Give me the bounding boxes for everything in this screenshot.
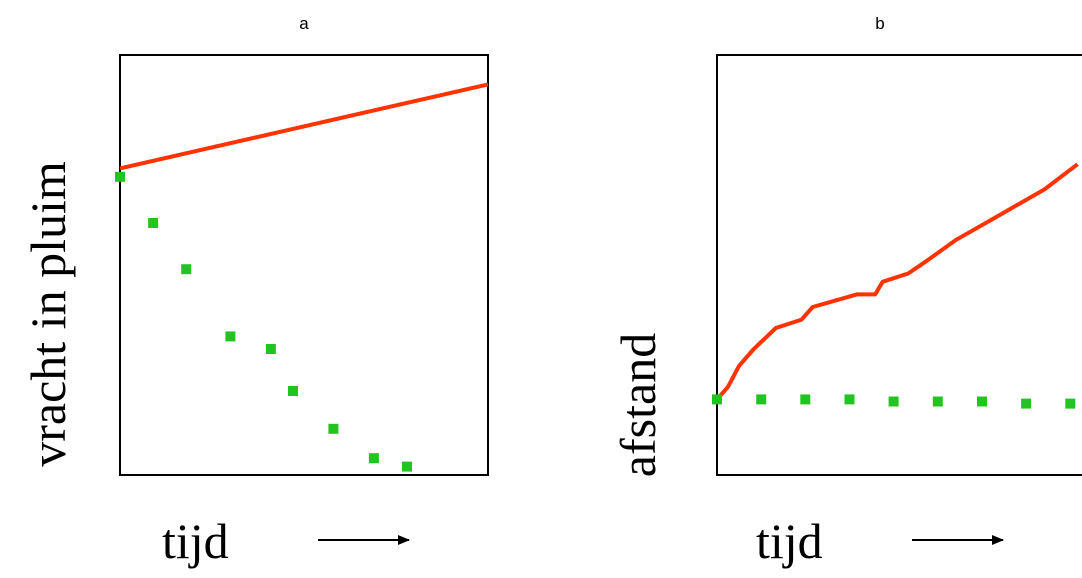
chart-1-series-1-point xyxy=(756,394,767,405)
chart-1-series-1-point xyxy=(712,394,722,405)
chart-0-series-1-point xyxy=(115,171,125,182)
chart-0-series-1-point xyxy=(328,423,339,434)
panel-a: a vracht in pluim tijd xyxy=(20,14,489,569)
panel-b: b afstand tijd xyxy=(610,14,1082,569)
panel-a-y-axis-label: vracht in pluim xyxy=(20,161,76,467)
chart-0-series-1-point xyxy=(181,264,192,275)
panel-a-x-axis-label: tijd xyxy=(162,513,229,569)
chart-1-series-1-point xyxy=(888,396,899,407)
panel-b-marks xyxy=(712,162,1079,409)
chart-0-series-0-line xyxy=(119,82,489,171)
panel-b-y-axis-label: afstand xyxy=(610,333,666,477)
panel-b-x-axis-label: tijd xyxy=(756,513,823,569)
panel-b-plot-frame xyxy=(716,54,1082,476)
chart-1-series-0-line xyxy=(715,162,1079,401)
panel-a-plot-frame xyxy=(119,54,489,476)
chart-1-series-1-point xyxy=(800,394,811,405)
chart-0-series-1-point xyxy=(368,453,379,464)
chart-1-series-1-point xyxy=(1065,398,1076,409)
chart-0-series-1-point xyxy=(402,461,412,472)
chart-1-series-1-point xyxy=(844,394,855,405)
chart-0-series-1-point xyxy=(265,344,276,354)
chart-1-series-1-point xyxy=(1021,398,1032,409)
chart-0-series-1-point xyxy=(225,331,236,342)
chart-0-series-1-point xyxy=(288,386,298,396)
panel-a-marks xyxy=(115,82,489,472)
chart-1-series-1-point xyxy=(977,396,987,407)
panel-a-title: a xyxy=(299,14,309,33)
chart-1-series-1-point xyxy=(932,396,943,407)
chart-0-series-1-point xyxy=(148,218,159,228)
panel-b-title: b xyxy=(875,14,884,33)
